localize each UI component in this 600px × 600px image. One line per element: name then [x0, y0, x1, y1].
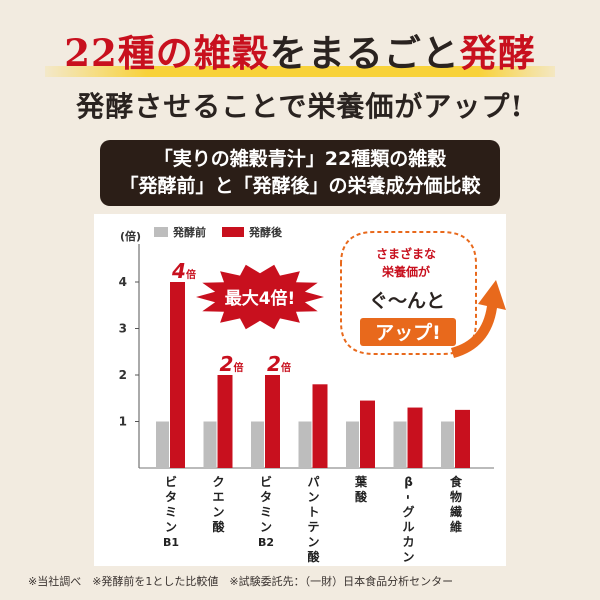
legend-label-after: 発酵後 — [248, 225, 283, 239]
bar-before — [298, 421, 312, 468]
category-label-char: ビ — [260, 474, 272, 489]
bubble-line-4: アップ! — [375, 321, 441, 344]
burst-text: 最大4倍! — [225, 288, 296, 309]
bar-value-number: 2 — [267, 352, 281, 376]
category-label-char: ン — [260, 520, 272, 534]
bar-value-number: 4 — [171, 259, 186, 283]
bar-value-number: 2 — [220, 352, 234, 376]
category-label-char: - — [402, 495, 416, 500]
bar-after — [217, 375, 233, 468]
category-label-char: ン — [165, 520, 177, 534]
chart-panel: (倍) 1 2 3 4 発酵前 発酵後ビタミン B1 クエン酸ビタミン B2 パントテン酸葉酸 β - グ… — [94, 214, 506, 566]
category-label-char: B1 — [163, 536, 179, 549]
legend-swatch-after — [222, 227, 244, 237]
bar-before — [441, 421, 454, 468]
headline: 22種の雑穀をまるごと発酵 — [0, 30, 600, 77]
bar-after — [312, 384, 328, 468]
legend-swatch-before — [154, 227, 168, 237]
bar-value-suffix: 倍 — [281, 361, 291, 374]
category-label-char: ミ — [165, 505, 177, 519]
category-label-char: タ — [260, 490, 272, 504]
category-label-char: ル — [402, 520, 414, 534]
category-label-char: β — [404, 475, 413, 489]
category-label-char: ク — [212, 475, 224, 489]
category-label-char: ン — [212, 505, 224, 519]
category-label-char: ン — [402, 550, 414, 564]
y-tick-label: 3 — [119, 322, 127, 336]
y-tick-label: 4 — [119, 275, 127, 289]
category-label-char: B2 — [258, 536, 274, 549]
category-label-char: ン — [307, 490, 319, 504]
category-label-char: 物 — [450, 489, 462, 504]
category-label-char: ン — [307, 535, 319, 549]
legend-label-before: 発酵前 — [172, 225, 206, 239]
category-label-char: 維 — [450, 519, 462, 534]
bar-after — [455, 409, 470, 468]
comparison-banner: 「実りの雑穀青汁」22種類の雑穀 「発酵前」と「発酵後」の栄養成分価比較 — [100, 140, 500, 206]
bar-before — [393, 421, 407, 468]
y-axis-unit: (倍) — [120, 229, 141, 243]
category-label-char: 繊 — [450, 504, 462, 519]
category-label-char: 葉 — [354, 474, 368, 489]
category-label-char: タ — [165, 490, 177, 504]
bubble-line-2: 栄養価が — [381, 264, 430, 279]
bubble-line-1: さまざまな — [376, 246, 436, 261]
up-arrow-icon — [451, 280, 506, 358]
category-label-char: 酸 — [355, 489, 368, 504]
headline-highlight — [45, 66, 555, 77]
subheadline: 発酵させることで栄養価がアップ! — [76, 90, 524, 123]
category-label-char: パ — [307, 475, 319, 489]
category-label-char: テ — [307, 520, 319, 534]
burst-shape — [196, 264, 324, 330]
bar-after — [170, 282, 185, 468]
banner-line-1: 「実りの雑穀青汁」22種類の雑穀 — [153, 148, 447, 170]
bubble-line-3: ぐ〜んと — [369, 290, 445, 312]
category-label-char: カ — [402, 535, 414, 549]
headline-red-part-2: 発酵 — [459, 31, 536, 75]
bar-value-suffix: 倍 — [234, 361, 244, 374]
headline-red-part: 22種の雑穀 — [64, 31, 270, 75]
bar-before — [251, 421, 264, 468]
bar-before — [156, 421, 169, 468]
category-label-char: 酸 — [212, 519, 225, 534]
category-label-char: 酸 — [307, 549, 320, 564]
bubble-highlight-box — [360, 318, 456, 346]
headline-dark-part: をまるごと — [269, 31, 460, 75]
banner-line-2: 「発酵前」と「発酵後」の栄養成分価比較 — [119, 175, 481, 197]
bar-after — [265, 375, 280, 468]
footnote: ※当社調べ ※発酵前を1とした比較値 ※試験委託先：（一財）日本食品分析センター — [28, 575, 454, 588]
category-label-char: ミ — [260, 505, 272, 519]
category-label-char: エ — [212, 490, 224, 504]
y-tick-label: 2 — [119, 368, 127, 382]
bar-after — [407, 407, 423, 468]
bar-before — [346, 421, 359, 468]
y-tick-label: 1 — [119, 415, 127, 429]
category-label-char: グ — [402, 504, 414, 519]
category-label-char: ビ — [165, 474, 177, 489]
bar-after — [360, 400, 375, 468]
category-label-char: ト — [307, 505, 319, 519]
category-label-char: 食 — [449, 474, 463, 489]
bar-value-suffix: 倍 — [186, 268, 196, 281]
bar-before — [203, 421, 217, 468]
